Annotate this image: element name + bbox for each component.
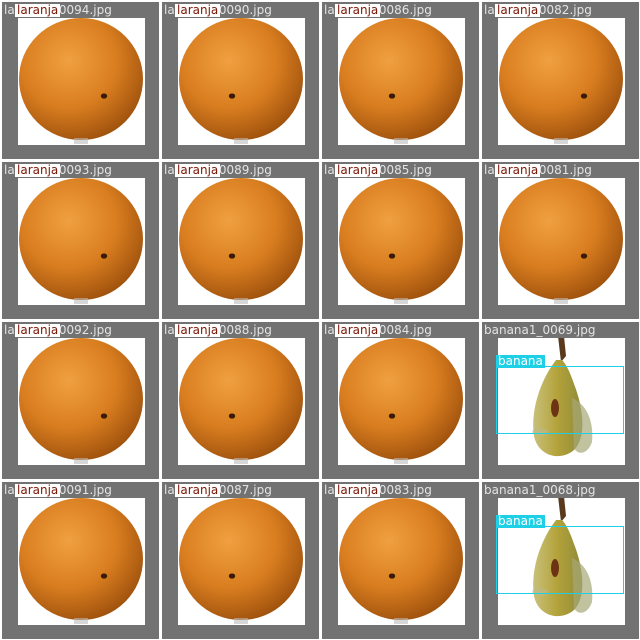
detection-label: laranja	[495, 3, 541, 17]
image-tile[interactable]: laranja1_0090.jpglaranja	[162, 2, 319, 159]
thumbnail-image	[18, 178, 145, 305]
image-tile[interactable]: laranja1_0085.jpglaranja	[322, 162, 479, 319]
orange-fruit	[499, 18, 623, 144]
thumbnail-image	[18, 498, 145, 625]
filename-caption: banana1_0068.jpg	[484, 483, 596, 497]
detection-label: banana	[496, 514, 545, 528]
thumbnail-image	[338, 498, 465, 625]
filename-caption: banana1_0069.jpg	[484, 323, 596, 337]
detection-label: laranja	[175, 163, 221, 177]
thumbnail-image	[178, 178, 305, 305]
orange-fruit	[499, 178, 623, 304]
detection-label: laranja	[335, 163, 381, 177]
orange-fruit	[179, 498, 303, 624]
detection-label: laranja	[15, 323, 61, 337]
orange-fruit	[179, 178, 303, 304]
orange-fruit	[339, 498, 463, 624]
detection-label: laranja	[15, 163, 61, 177]
orange-fruit	[19, 498, 143, 624]
thumbnail-image	[338, 338, 465, 465]
detection-label: banana	[496, 354, 545, 368]
image-tile[interactable]: laranja1_0091.jpglaranja	[2, 482, 159, 639]
detection-label: laranja	[335, 3, 381, 17]
orange-fruit	[19, 178, 143, 304]
thumbnail-image	[338, 18, 465, 145]
thumbnail-image	[498, 498, 625, 625]
image-tile[interactable]: laranja1_0082.jpglaranja	[482, 2, 639, 159]
image-tile[interactable]: laranja1_0086.jpglaranja	[322, 2, 479, 159]
thumbnail-image	[178, 338, 305, 465]
thumbnail-image	[178, 18, 305, 145]
image-tile[interactable]: laranja1_0094.jpglaranja	[2, 2, 159, 159]
thumbnail-image	[498, 18, 625, 145]
orange-fruit	[179, 18, 303, 144]
detection-box	[496, 366, 624, 434]
image-tile[interactable]: laranja1_0087.jpglaranja	[162, 482, 319, 639]
detection-label: laranja	[175, 483, 221, 497]
detection-box	[496, 526, 624, 594]
detection-label: laranja	[335, 483, 381, 497]
image-tile[interactable]: laranja1_0083.jpglaranja	[322, 482, 479, 639]
thumbnail-image	[498, 178, 625, 305]
orange-fruit	[339, 338, 463, 464]
orange-fruit	[339, 178, 463, 304]
orange-fruit	[339, 18, 463, 144]
detection-label: laranja	[175, 323, 221, 337]
image-tile[interactable]: laranja1_0092.jpglaranja	[2, 322, 159, 479]
detection-label: laranja	[175, 3, 221, 17]
detection-label: laranja	[15, 483, 61, 497]
thumbnail-image	[18, 338, 145, 465]
detection-label: laranja	[495, 163, 541, 177]
orange-fruit	[179, 338, 303, 464]
banana-fruit	[532, 498, 593, 617]
orange-fruit	[19, 18, 143, 144]
image-tile[interactable]: laranja1_0084.jpglaranja	[322, 322, 479, 479]
banana-fruit	[532, 338, 593, 457]
orange-fruit	[19, 338, 143, 464]
thumbnail-image	[498, 338, 625, 465]
thumbnail-image	[18, 18, 145, 145]
image-tile[interactable]: laranja1_0081.jpglaranja	[482, 162, 639, 319]
thumbnail-image	[178, 498, 305, 625]
image-tile[interactable]: laranja1_0093.jpglaranja	[2, 162, 159, 319]
thumbnail-image	[338, 178, 465, 305]
detection-label: laranja	[15, 3, 61, 17]
image-tile[interactable]: laranja1_0089.jpglaranja	[162, 162, 319, 319]
detection-label: laranja	[335, 323, 381, 337]
image-tile[interactable]: laranja1_0088.jpglaranja	[162, 322, 319, 479]
